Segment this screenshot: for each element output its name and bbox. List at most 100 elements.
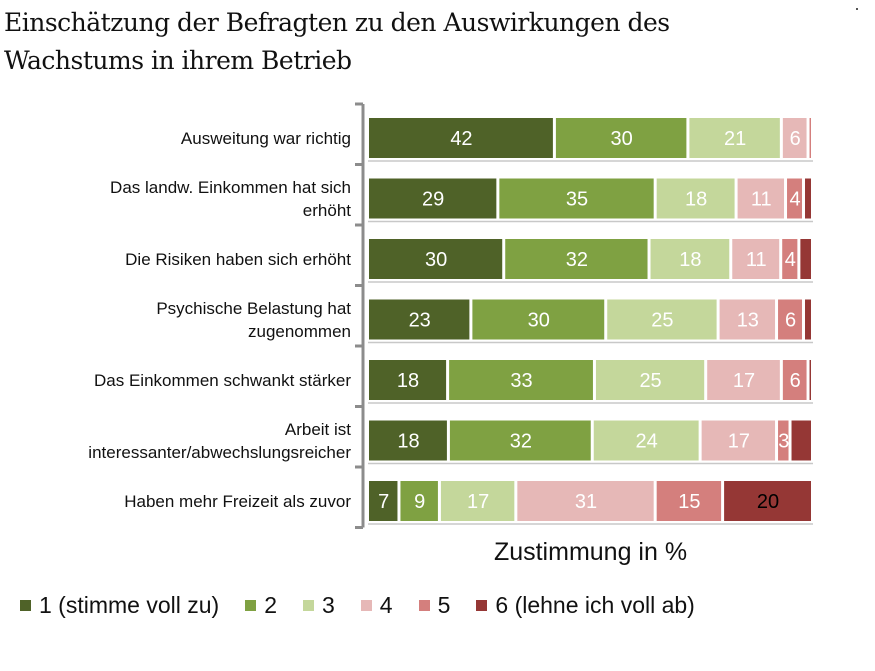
data-label-7-5: 15 [678, 491, 700, 513]
data-label-1-4: 6 [790, 128, 801, 150]
bars: 42 30 21 6 29 35 18 11 4 30 32 18 11 4 23 30 25 13 6 18 33 25… [368, 118, 813, 525]
bar-segment-2-6 [805, 178, 811, 219]
bar-segment-6-6 [791, 420, 811, 461]
data-label-4-2: 30 [528, 310, 550, 332]
bar-segment-2-5 [787, 178, 803, 219]
legend-label: 2 [264, 592, 277, 618]
data-label-3-4: 11 [746, 249, 767, 271]
legend-item-6: 6 (lehne ich voll ab) [476, 592, 695, 619]
legend-item-2: 2 [245, 592, 277, 619]
category-label-4: zugenommen [248, 322, 351, 341]
bar-segment-4-4 [719, 299, 776, 340]
bar-segment-7-3 [440, 481, 515, 521]
category-label-7: Haben mehr Freizeit als zuvor [124, 492, 351, 511]
bar-segment-2-2 [499, 178, 654, 219]
bar-segment-7-6 [724, 481, 811, 521]
data-label-7-6: 20 [757, 491, 779, 513]
legend-label: 6 (lehne ich voll ab) [495, 592, 695, 618]
legend-swatch-icon [360, 600, 372, 611]
legend-item-3: 3 [303, 592, 335, 619]
legend-label: 1 (stimme voll zu) [39, 592, 220, 618]
legend-label: 5 [437, 592, 451, 618]
bar-segment-1-1 [369, 118, 553, 158]
data-label-6-4: 17 [728, 431, 750, 453]
bar-segment-6-5 [778, 420, 789, 461]
data-label-3-3: 18 [679, 249, 701, 271]
category-label-5: Das Einkommen schwankt stärker [94, 371, 351, 390]
data-label-7-1: 7 [378, 491, 389, 513]
y-axis [355, 102, 365, 529]
chart-title-line-1: Einschätzung der Befragten zu den Auswir… [4, 8, 670, 37]
bar-segment-5-6 [809, 360, 811, 400]
bar-segment-2-1 [369, 178, 497, 219]
data-label-7-4: 31 [575, 491, 597, 513]
bar-segment-4-6 [805, 299, 811, 340]
bar-segment-6-4 [701, 420, 776, 461]
legend-label: 3 [322, 592, 335, 618]
data-label-6-1: 18 [397, 431, 419, 453]
legend-swatch-icon [476, 600, 488, 611]
data-label-2-4: 11 [751, 189, 772, 211]
bar-segment-6-2 [449, 420, 591, 461]
bar-segment-7-4 [517, 481, 654, 521]
category-label-4: Psychische Belastung hat [156, 299, 351, 318]
bar-segment-2-4 [737, 178, 785, 219]
bar-segment-6-3 [593, 420, 699, 461]
bar-segment-5-3 [595, 360, 705, 400]
data-label-4-4: 13 [737, 310, 759, 332]
bar-segment-1-3 [689, 118, 780, 158]
bar-segment-4-5 [778, 299, 803, 340]
category-label-1: Ausweitung war richtig [181, 129, 351, 148]
bar-segment-3-2 [505, 239, 648, 279]
data-label-7-3: 17 [467, 491, 489, 513]
data-label-3-5: 4 [785, 249, 796, 271]
bar-segment-5-4 [707, 360, 780, 400]
decorative-dot [856, 8, 858, 10]
legend-item-4: 4 [360, 592, 393, 619]
data-label-1-1: 42 [450, 128, 472, 150]
data-label-5-3: 25 [639, 370, 661, 392]
category-label-2: erhöht [303, 201, 351, 220]
data-label-5-2: 33 [510, 370, 532, 392]
bar-segment-2-3 [656, 178, 735, 219]
legend-swatch-icon [245, 600, 257, 611]
bar-segment-4-2 [472, 299, 605, 340]
category-labels: Ausweitung war richtig Das landw. Einkomm… [88, 129, 351, 511]
data-label-2-1: 29 [422, 189, 444, 211]
data-label-1-3: 21 [724, 128, 746, 150]
data-label-2-2: 35 [566, 189, 588, 211]
data-label-6-5: 3 [778, 431, 789, 453]
data-label-6-3: 24 [636, 431, 658, 453]
bar-segment-5-2 [449, 360, 593, 400]
data-label-5-4: 17 [733, 370, 755, 392]
data-label-2-5: 4 [789, 189, 800, 211]
bar-segment-7-1 [369, 481, 398, 521]
bar-segment-1-2 [555, 118, 687, 158]
chart-title: Einschätzung der Befragten zu den Auswir… [4, 4, 804, 80]
data-label-3-2: 32 [566, 249, 588, 271]
bar-segment-7-5 [656, 481, 722, 521]
legend-label: 4 [379, 592, 393, 618]
data-label-7-2: 9 [414, 491, 425, 513]
data-label-6-2: 32 [510, 431, 532, 453]
x-axis-label: Zustimmung in % [493, 538, 688, 566]
data-label-4-1: 23 [409, 310, 431, 332]
data-label-4-3: 25 [651, 310, 673, 332]
bar-segment-4-3 [607, 299, 717, 340]
data-label-1-2: 30 [611, 128, 633, 150]
data-label-5-1: 18 [397, 370, 419, 392]
category-label-3: Die Risiken haben sich erhöht [125, 250, 351, 269]
bar-segment-4-1 [369, 299, 470, 340]
bar-segment-3-6 [800, 239, 811, 279]
category-label-2: Das landw. Einkommen hat sich [110, 178, 351, 197]
bar-segment-5-5 [782, 360, 807, 400]
legend-item-5: 5 [418, 592, 451, 619]
bar-segment-3-3 [650, 239, 730, 279]
bar-segment-1-5 [809, 118, 811, 158]
bar-segment-7-2 [400, 481, 438, 521]
data-label-4-5: 6 [785, 310, 796, 332]
data-label-3-1: 30 [425, 249, 447, 271]
data-label-2-3: 18 [685, 189, 707, 211]
legend-swatch-icon [20, 600, 31, 611]
